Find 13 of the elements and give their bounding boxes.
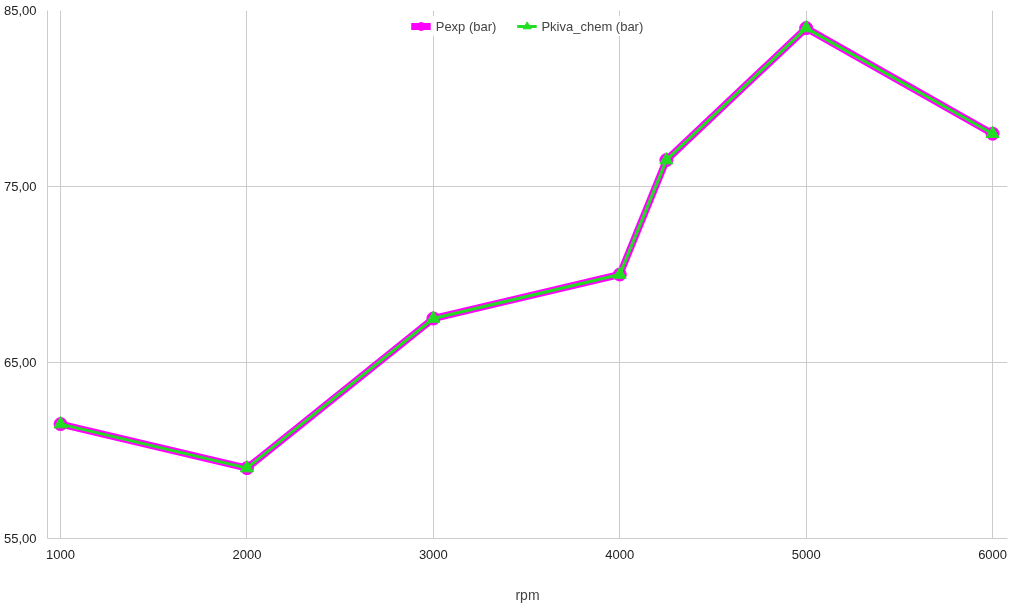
legend-label: Pkiva_chem (bar) xyxy=(541,18,644,34)
y-tick-label: 75,00 xyxy=(3,179,37,194)
x-axis-title: rpm xyxy=(515,586,540,603)
y-tick-label: 65,00 xyxy=(3,355,37,370)
legend-label: Pexp (bar) xyxy=(435,18,497,34)
x-tick-label: 5000 xyxy=(791,546,821,562)
y-tick-label: 85,00 xyxy=(3,3,37,18)
x-tick-label: 1000 xyxy=(46,546,76,562)
x-tick-label: 3000 xyxy=(418,546,448,562)
x-tick-label: 4000 xyxy=(605,546,635,562)
x-tick-label: 2000 xyxy=(232,546,262,562)
x-tick-label: 6000 xyxy=(978,546,1008,562)
y-tick-label: 55,00 xyxy=(3,531,37,546)
